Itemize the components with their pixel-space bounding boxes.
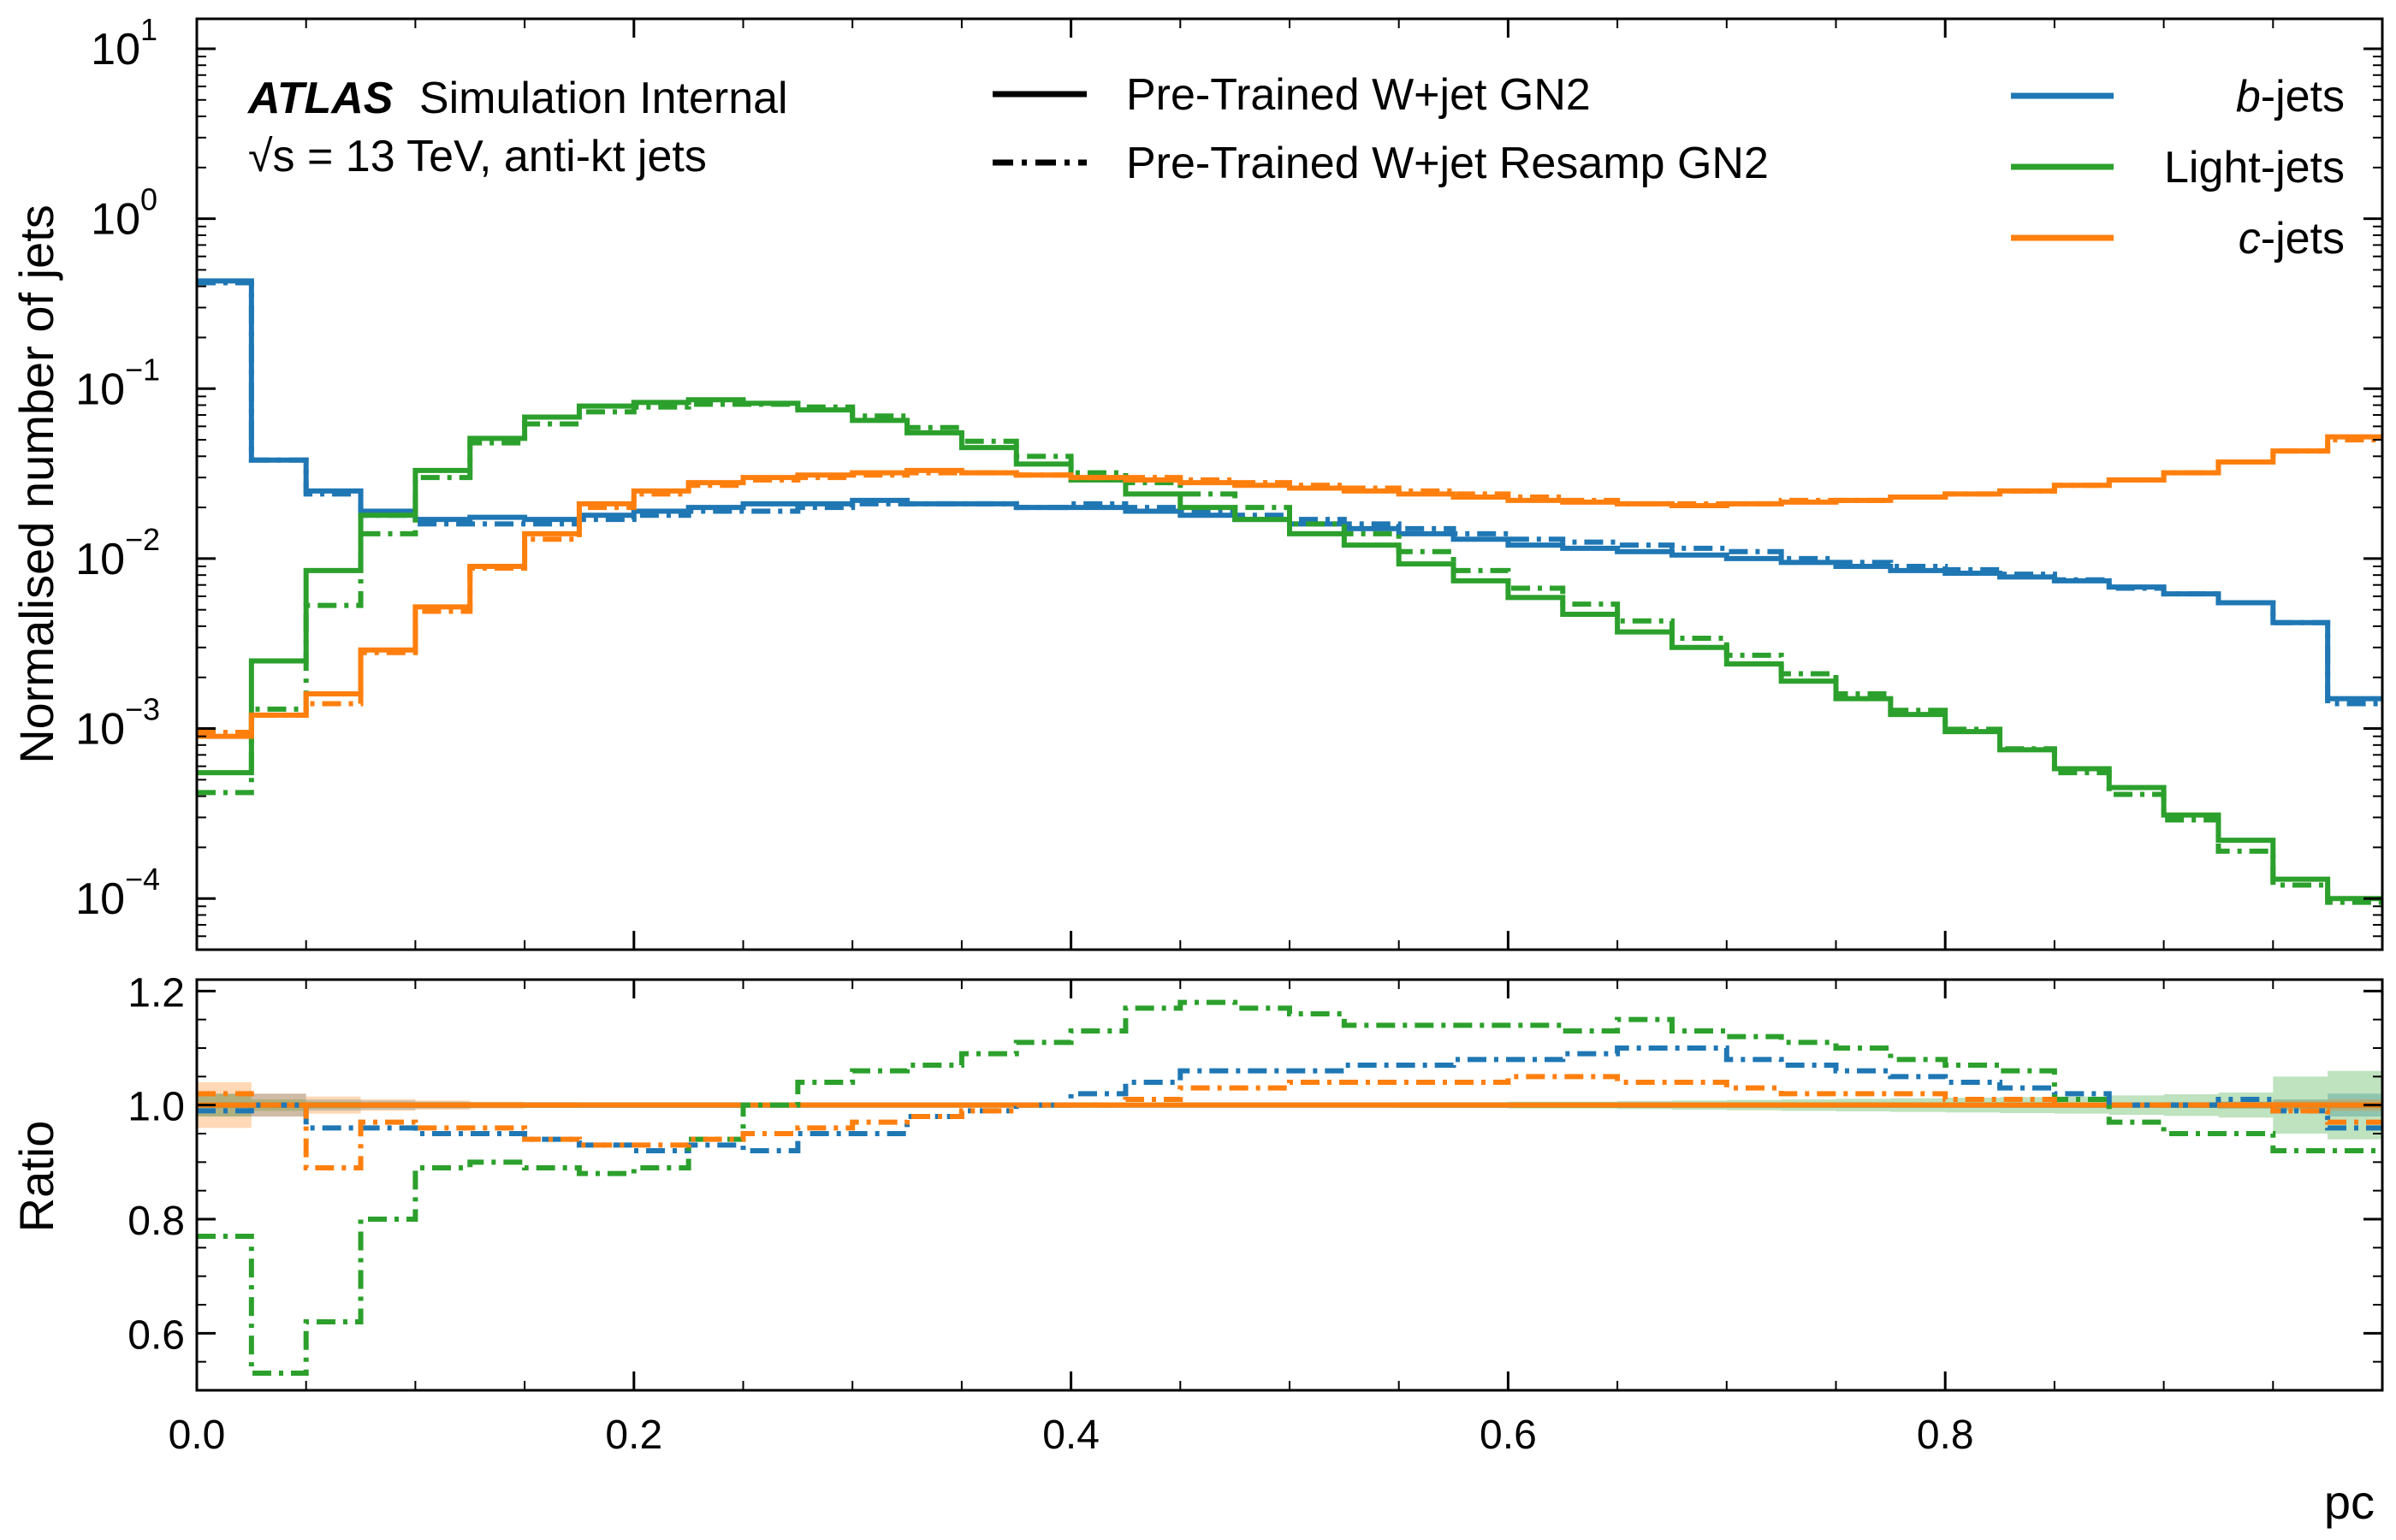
main-y-tick-label: 10: [91, 195, 140, 245]
legend-label-c-jets: c-jets: [2239, 214, 2345, 264]
main-y-tick-exponent: 0: [140, 182, 157, 217]
style-legend-solid-label: Pre-Trained W+jet GN2: [1126, 70, 1591, 120]
x-tick-label: 0.0: [169, 1413, 226, 1458]
main-y-tick-label: 10: [91, 25, 140, 74]
svg-text:ATLAS Simulation Inter: ATLAS Simulation Internal: [246, 74, 788, 123]
ratio-y-tick-label: 0.8: [128, 1199, 185, 1244]
main-series-c-jets-dashdot: [197, 437, 2382, 735]
x-tick-label: 0.4: [1042, 1413, 1100, 1458]
main-y-axis-label: Normalised number of jets: [9, 204, 63, 764]
ratio-y-tick-label: 0.6: [128, 1312, 185, 1358]
main-y-tick-label: 10: [75, 364, 125, 414]
ratio-y-tick-label: 1.2: [128, 970, 185, 1016]
main-y-tick-exponent: 1: [140, 12, 157, 47]
energy-line: √s = 13 TeV, anti-kt jets: [248, 132, 707, 181]
atlas-label: ATLAS: [246, 74, 394, 123]
ratio-y-axis-label: Ratio: [9, 1121, 63, 1233]
style-legend: Pre-Trained W+jet GN2 Pre-Trained W+jet …: [993, 70, 1769, 188]
legend-label-light-jets: Light-jets: [2164, 143, 2345, 192]
main-series-b-jets-dashdot: [197, 280, 2382, 707]
main-y-tick-exponent: −1: [125, 352, 160, 387]
main-y-tick-label: 10: [75, 535, 125, 584]
ratio-panel: 0.6 0.8 1.0 1.2 0.0 0.2 0.4 0.6 0.8 Ratio pc: [9, 970, 2384, 1529]
main-y-tick-label: 10: [75, 874, 125, 924]
main-y-tick-label: 10: [75, 705, 125, 755]
ratio-series-b-jets-dashdot: [197, 1045, 2382, 1153]
ratio-series-c-jets-dashdot: [197, 1074, 2382, 1170]
legend-label-b-jets: b-jets: [2236, 72, 2345, 121]
x-tick-label: 0.6: [1480, 1413, 1537, 1458]
x-axis-label: pc: [2324, 1475, 2375, 1529]
x-tick-label: 0.2: [605, 1413, 662, 1458]
ratio-series-light-jets-dashdot: [197, 999, 2382, 1376]
flavour-legend: b-jets Light-jets c-jets: [2011, 72, 2345, 264]
x-tick-label: 0.8: [1917, 1413, 1974, 1458]
style-legend-dashdot-label: Pre-Trained W+jet Resamp GN2: [1126, 139, 1769, 188]
main-y-tick-exponent: −2: [125, 522, 160, 557]
main-y-tick-exponent: −4: [125, 862, 160, 897]
atlas-annotation: ATLAS Simulation Internal √s = 13 TeV, a…: [246, 74, 788, 181]
ratio-y-tick-label: 1.0: [128, 1085, 185, 1130]
main-y-tick-exponent: −3: [125, 692, 160, 727]
atlas-suffix: Simulation Internal: [419, 74, 788, 123]
